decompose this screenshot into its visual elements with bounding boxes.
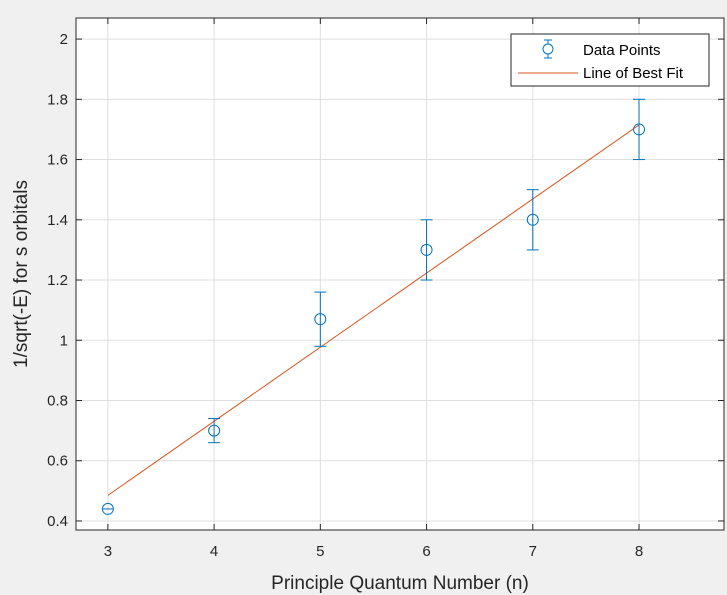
- best-fit-line: [107, 124, 640, 496]
- grid-lines: [76, 18, 724, 530]
- data-point-marker: [314, 313, 327, 326]
- data-point-marker: [526, 213, 539, 226]
- y-tick-label: 2: [60, 31, 68, 48]
- x-tick-label: 7: [529, 543, 537, 560]
- y-tick-label: 1.6: [47, 152, 68, 169]
- data-point-marker: [208, 424, 221, 437]
- data-point: [208, 418, 221, 444]
- y-tick-label: 1.2: [47, 272, 68, 289]
- legend-box: [510, 33, 710, 87]
- data-points-layer: [101, 98, 646, 515]
- x-tick-label: 6: [422, 543, 430, 560]
- y-tick-label: 1.4: [47, 212, 68, 229]
- y-tick-label: 0.4: [47, 513, 68, 530]
- fit-line-layer: [107, 124, 640, 496]
- data-point-marker: [633, 123, 646, 136]
- plot-border: [75, 17, 725, 531]
- data-point: [633, 98, 646, 161]
- legend-marker-data-points: [542, 39, 554, 59]
- data-point-marker: [101, 502, 114, 515]
- data-point-marker: [420, 243, 433, 256]
- x-axis-label: Principle Quantum Number (n): [271, 573, 529, 594]
- y-tick-label: 0.8: [47, 392, 68, 409]
- x-tick-label: 4: [210, 543, 218, 560]
- legend-label-best-fit: Line of Best Fit: [583, 65, 684, 82]
- y-tick-label: 1.8: [47, 91, 68, 108]
- data-point: [526, 189, 539, 251]
- legend-label-data-points: Data Points: [583, 42, 661, 59]
- y-axis-label: 1/sqrt(-E) for s orbitals: [11, 180, 32, 368]
- x-tick-label: 8: [635, 543, 643, 560]
- y-tick-label: 1: [60, 332, 68, 349]
- x-tick-label: 5: [316, 543, 324, 560]
- data-point: [101, 502, 114, 515]
- data-point: [314, 291, 327, 347]
- x-tick-label: 3: [104, 543, 112, 560]
- data-point: [420, 219, 433, 281]
- plot-area: [76, 18, 724, 530]
- y-tick-label: 0.6: [47, 453, 68, 470]
- axis-ticks: [76, 18, 724, 530]
- legend: Data Points Line of Best Fit: [510, 33, 710, 87]
